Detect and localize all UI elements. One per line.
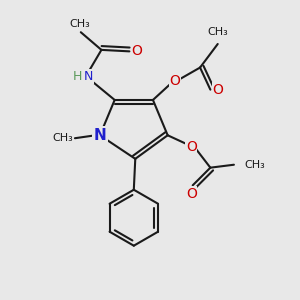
Text: O: O: [131, 44, 142, 58]
Text: O: O: [186, 187, 197, 201]
Text: CH₃: CH₃: [53, 133, 74, 143]
Text: CH₃: CH₃: [69, 19, 90, 29]
Text: N: N: [84, 70, 93, 83]
Text: H: H: [73, 70, 82, 83]
Text: O: O: [186, 140, 197, 154]
Text: O: O: [212, 82, 223, 97]
Text: N: N: [94, 128, 106, 143]
Text: CH₃: CH₃: [207, 27, 228, 37]
Text: O: O: [169, 74, 181, 88]
Text: CH₃: CH₃: [244, 160, 265, 170]
